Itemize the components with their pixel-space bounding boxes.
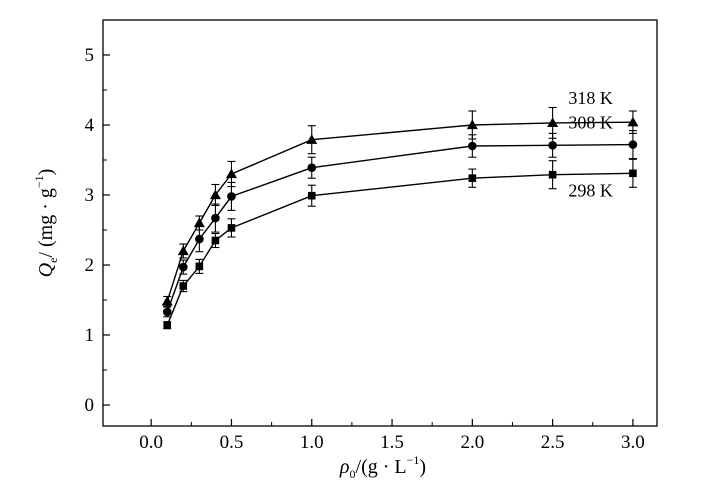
x-axis-unit-pre: /(g · L	[356, 456, 407, 478]
data-point-triangle	[193, 217, 205, 228]
data-point-circle	[548, 141, 557, 150]
x-tick-label: 1.5	[380, 432, 404, 453]
data-point-circle	[628, 140, 638, 149]
data-point-circle	[468, 141, 477, 151]
data-point-triangle	[627, 116, 639, 127]
data-point-triangle	[177, 245, 189, 256]
y-axis-unit-sup: −1	[32, 175, 46, 188]
data-point-square	[629, 169, 637, 178]
y-axis-ticks: 0 1 2 3 4 5	[85, 45, 110, 416]
x-tick-label: 2.5	[541, 432, 565, 453]
data-point-triangle	[466, 119, 478, 130]
y-tick-label: 2	[85, 255, 95, 276]
data-point-triangle	[306, 134, 318, 144]
plot-frame	[102, 19, 658, 427]
x-tick-label: 2.0	[460, 432, 484, 453]
data-point-square	[179, 282, 188, 290]
data-point-circle	[162, 307, 172, 317]
y-tick-label: 1	[85, 325, 95, 346]
data-point-triangle	[209, 189, 221, 200]
data-point-square	[307, 191, 316, 200]
x-axis-ticks: 0.0 0.5 1.0 1.5 2.0 2.5 3.0	[139, 419, 645, 453]
y-axis-label: Qe/ (mg · g−1)	[32, 169, 60, 278]
data-point-square	[548, 170, 557, 179]
data-point-circle	[227, 192, 236, 201]
x-tick-label: 3.0	[621, 432, 645, 453]
data-point-square	[195, 262, 204, 271]
x-tick-label: 0.0	[139, 432, 163, 453]
data-point-circle	[211, 213, 220, 223]
y-tick-label: 0	[85, 395, 95, 416]
series-label: 298 K	[568, 180, 613, 200]
data-point-circle	[195, 234, 204, 244]
y-axis-unit-post: )	[35, 169, 57, 176]
series-line-318-k	[166, 121, 633, 302]
data-point-square	[163, 321, 172, 329]
series-labels: 318 K 308 K 298 K	[568, 88, 613, 200]
y-axis-symbol-sub: e	[46, 258, 60, 263]
y-tick-label: 4	[85, 115, 95, 136]
x-axis-label: ρ0/(g · L−1)	[339, 453, 426, 481]
x-tick-label: 0.5	[220, 432, 244, 453]
y-axis-symbol: Q	[35, 262, 57, 277]
data-point-square	[227, 224, 236, 232]
y-tick-label: 3	[85, 185, 95, 206]
data-point-square	[468, 174, 477, 182]
data-point-triangle	[225, 168, 237, 179]
x-axis-unit-post: )	[419, 456, 426, 478]
x-axis-unit-sup: −1	[407, 453, 420, 467]
series-line-298-k	[166, 172, 633, 326]
series-label: 318 K	[568, 88, 613, 108]
series-line-308-k	[166, 143, 633, 313]
data-point-circle	[178, 262, 188, 272]
data-point-square	[211, 236, 220, 245]
y-tick-label: 5	[85, 45, 95, 66]
series-label: 308 K	[568, 113, 613, 133]
x-axis-symbol-sub: 0	[350, 467, 356, 481]
data-point-triangle	[547, 117, 559, 128]
series-layer	[161, 106, 639, 330]
y-axis-unit-pre: / (mg · g	[35, 188, 57, 257]
x-axis-symbol: ρ	[339, 456, 350, 478]
x-tick-label: 1.0	[300, 432, 324, 453]
data-point-circle	[307, 163, 317, 172]
